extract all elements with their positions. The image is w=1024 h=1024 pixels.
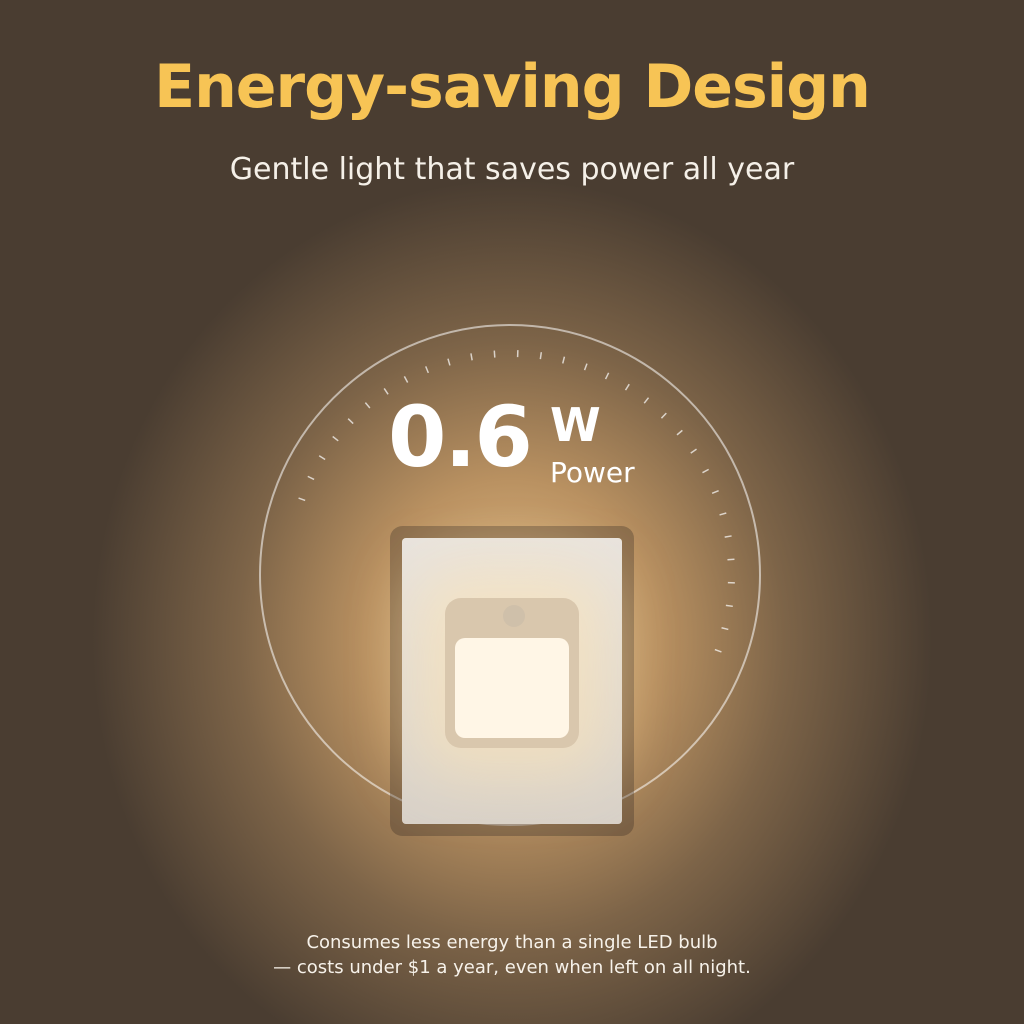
gauge-tick xyxy=(447,358,451,366)
gauge-tick xyxy=(298,497,306,502)
gauge-tick xyxy=(539,352,543,360)
gauge-tick xyxy=(719,512,727,516)
footnote-line-1: Consumes less energy than a single LED b… xyxy=(306,932,718,953)
gauge-tick xyxy=(583,363,588,371)
gauge-tick xyxy=(604,372,610,380)
gauge-tick xyxy=(725,604,733,608)
gauge-tick xyxy=(383,388,389,395)
gauge-tick xyxy=(332,435,339,442)
light-lens xyxy=(455,638,569,738)
gauge-tick xyxy=(702,468,710,474)
power-value: 0.6 xyxy=(388,388,533,486)
gauge-tick xyxy=(643,397,650,404)
gauge-tick xyxy=(721,627,729,631)
gauge-tick xyxy=(347,418,354,425)
gauge-tick xyxy=(660,412,667,419)
gauge-tick xyxy=(676,429,683,436)
gauge-ticks xyxy=(298,350,735,653)
gauge-tick xyxy=(470,353,473,361)
footnote-line-2: — costs under $1 a year, even when left … xyxy=(273,957,751,978)
footnote: Consumes less energy than a single LED b… xyxy=(0,930,1024,980)
gauge-tick xyxy=(624,383,630,391)
power-label: Power xyxy=(550,456,635,489)
gauge-tick xyxy=(425,366,430,374)
gauge-tick xyxy=(714,648,722,653)
power-unit: W xyxy=(550,398,601,452)
gauge-tick xyxy=(403,375,409,383)
motion-sensor xyxy=(503,605,525,627)
subheadline: Gentle light that saves power all year xyxy=(229,152,795,187)
gauge-tick xyxy=(711,490,719,495)
gauge-tick xyxy=(364,402,371,409)
gauge-tick xyxy=(318,455,326,461)
headline: Energy-saving Design xyxy=(154,52,871,122)
gauge-tick xyxy=(724,535,732,538)
gauge-tick xyxy=(307,475,315,481)
power-gauge-ring xyxy=(259,324,761,826)
gauge-tick xyxy=(690,448,697,454)
gauge-tick xyxy=(562,356,566,364)
